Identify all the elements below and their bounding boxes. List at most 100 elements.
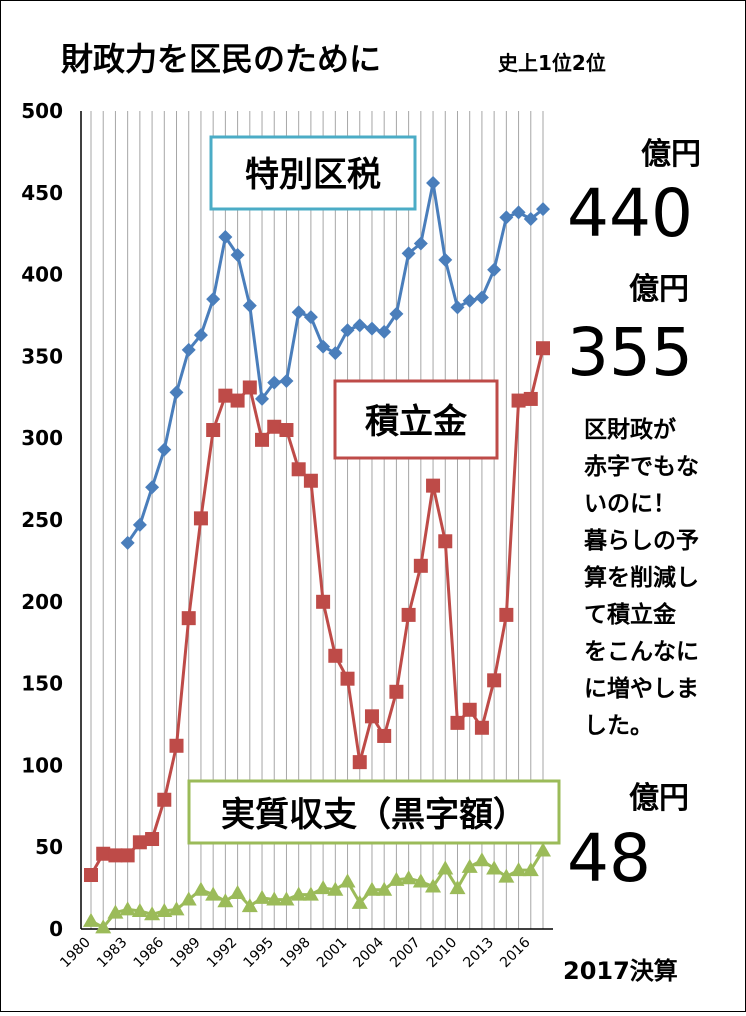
data-point-square [96,846,111,861]
data-point-square [316,594,331,609]
data-point-triangle [180,891,197,906]
data-point-square [157,792,172,807]
reserve-value: 355 [567,314,693,391]
data-point-square [523,391,538,406]
note-line: した。 [584,713,653,739]
data-point-diamond [352,318,367,333]
note-line: をこんなに [584,639,699,665]
y-tick-label: 350 [21,344,63,368]
data-point-diamond [255,391,270,406]
data-point-triangle [412,873,429,888]
note-line: に増やしま [584,675,699,702]
data-point-square [511,393,526,408]
y-tick-label: 150 [21,672,63,696]
data-point-square [426,478,441,493]
data-point-square [377,728,392,743]
data-point-triangle [95,919,112,934]
y-tick-label: 0 [49,917,63,941]
x-tick-label: 1998 [277,935,314,972]
special-tax-label: 特別区税 [245,155,381,195]
data-point-diamond [364,321,379,336]
data-point-square [474,720,489,735]
data-point-triangle [119,901,136,916]
note-text: 区財政が 赤字でもな いのに！ 暮らしの予 算を削減し て積立金 をこんなに に… [583,416,699,739]
y-tick-label: 100 [21,753,63,777]
data-point-triangle [535,842,551,857]
data-point-triangle [302,886,319,901]
data-point-square [499,607,514,622]
y-tick-label: 500 [21,99,63,123]
data-point-square [328,648,343,663]
data-point-diamond [511,205,526,220]
data-point-triangle [144,906,161,921]
reserve-label: 積立金 [365,402,468,442]
data-point-diamond [523,211,538,226]
data-point-triangle [486,860,503,875]
data-point-diamond [181,342,196,357]
data-point-diamond [267,375,282,390]
note-line: いのに！ [584,491,676,517]
data-point-square [218,388,233,403]
data-point-diamond [340,323,355,338]
data-point-triangle [278,891,295,906]
data-point-diamond [169,385,184,400]
data-point-diamond [230,247,245,262]
data-point-triangle [388,871,405,886]
data-point-diamond [487,262,502,277]
surplus-value: 48 [567,820,651,897]
data-point-square [487,673,502,688]
data-point-triangle [131,903,148,918]
data-point-square [120,848,135,863]
x-tick-label: 1995 [241,935,278,972]
data-point-square [536,341,550,356]
data-point-triangle [376,881,393,896]
data-point-diamond [193,328,208,343]
y-tick-label: 450 [21,181,63,205]
data-point-diamond [242,298,257,313]
data-point-square [462,702,477,717]
y-tick-label: 400 [21,263,63,287]
data-point-diamond [291,305,306,320]
data-point-triangle [205,886,222,901]
data-point-diamond [401,246,416,261]
data-point-square [242,380,257,395]
surplus-label-box [187,779,561,845]
note-line: 暮らしの予 [583,528,699,554]
data-point-square [84,868,98,883]
data-point-square [438,534,453,549]
x-tick-labels: 1980 1983 1986 1989 1992 1995 1998 2001 2004 2007… [57,934,533,971]
data-point-diamond [120,535,135,550]
x-tick-label: 2001 [314,935,351,972]
y-tick-label: 50 [35,835,63,859]
x-tick-label: 1986 [131,934,168,971]
data-point-triangle [192,881,209,896]
x-tick-label: 2007 [387,935,424,972]
data-point-diamond [413,236,428,251]
data-point-diamond [316,339,331,354]
x-tick-label: 1992 [204,935,241,972]
data-point-square [230,393,245,408]
data-point-square [364,709,379,724]
data-point-square [413,558,428,573]
y-tick-label: 250 [21,508,63,532]
data-point-triangle [83,912,99,927]
data-point-diamond [206,292,221,307]
data-point-diamond [499,210,514,225]
data-point-square [193,511,208,526]
data-point-triangle [229,885,246,900]
data-point-square [267,419,282,434]
x-tick-label: 2016 [497,934,534,971]
data-point-diamond [279,373,294,388]
data-point-square [352,755,367,770]
reserve-label-box [333,379,499,460]
data-point-triangle [498,868,515,883]
data-point-diamond [450,300,465,315]
x-tick-label: 2010 [424,935,461,972]
unit-label-special-tax: 億円 [641,137,701,172]
data-point-square [206,423,221,438]
data-point-diamond [157,442,172,457]
special-tax-value: 440 [567,175,693,252]
data-point-diamond [438,252,453,267]
series-markers [83,175,551,934]
